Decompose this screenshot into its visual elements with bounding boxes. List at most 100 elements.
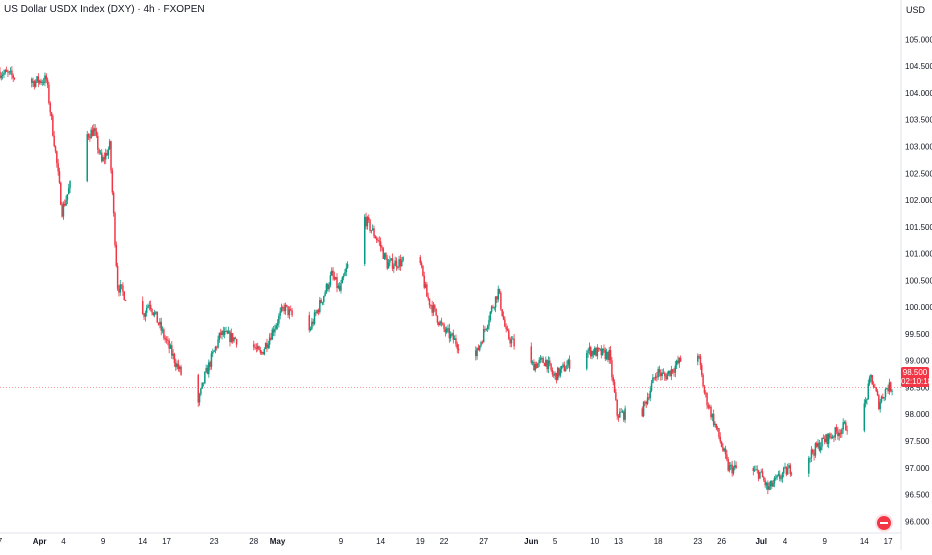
candle-body — [402, 257, 404, 261]
candle-body — [197, 374, 199, 403]
candle-body — [428, 298, 431, 306]
candle-body — [364, 216, 366, 264]
time-tick-label: 18 — [654, 537, 663, 546]
candle-body — [599, 348, 601, 350]
candle-body — [678, 357, 681, 364]
candle-body — [431, 305, 433, 313]
candle-body — [393, 265, 395, 269]
candle-body — [198, 394, 201, 403]
candle-body — [841, 429, 843, 435]
candle-body — [268, 337, 271, 345]
candle-body — [52, 116, 54, 136]
candle-body — [784, 466, 786, 468]
time-tick-label: 19 — [416, 537, 425, 546]
candle-body — [445, 328, 448, 333]
candle-body — [395, 260, 398, 268]
candle-body — [167, 340, 169, 342]
candle-body — [201, 382, 203, 389]
candle-body — [157, 322, 160, 325]
candle-body — [271, 329, 273, 340]
candle-body — [91, 129, 94, 136]
candle-body — [501, 309, 503, 316]
candle-body — [543, 363, 546, 367]
price-tick-label: 104.500 — [905, 62, 932, 71]
tradingview-logo-icon[interactable] — [877, 516, 891, 530]
candle-body — [764, 480, 766, 486]
candle-body — [623, 411, 625, 420]
candle-body — [120, 284, 123, 286]
candle-body — [667, 370, 670, 374]
candle-body — [476, 347, 478, 357]
candle-body — [607, 351, 609, 360]
time-tick-label: Apr — [33, 537, 47, 546]
candle-body — [424, 284, 427, 288]
candle-body — [387, 262, 390, 269]
candle-body — [568, 359, 571, 369]
time-tick-label: 4 — [783, 537, 788, 546]
candle-body — [118, 288, 120, 293]
candle-body — [235, 339, 238, 345]
candle-body — [148, 304, 151, 306]
candle-body — [321, 301, 324, 303]
candle-body — [484, 329, 486, 330]
price-tick-label: 96.000 — [905, 517, 930, 526]
candle-body — [883, 397, 885, 399]
candle-body — [11, 70, 13, 76]
candle-body — [432, 305, 435, 313]
candle-body — [262, 352, 264, 355]
candle-body — [775, 477, 777, 479]
candle-body — [161, 329, 164, 331]
candle-body — [260, 352, 263, 353]
price-tick-label: 101.000 — [905, 250, 932, 259]
candle-body — [641, 408, 644, 417]
candle-body — [319, 300, 321, 313]
candle-body — [613, 382, 616, 393]
candle-body — [482, 329, 485, 343]
candle-body — [547, 360, 550, 370]
candle-body — [8, 71, 11, 73]
candle-body — [490, 306, 493, 312]
candle-body — [455, 338, 457, 345]
candle-body — [397, 267, 399, 269]
price-tick-label: 102.500 — [905, 169, 932, 178]
candle-body — [666, 373, 669, 380]
candle-body — [213, 350, 215, 353]
candle-body — [114, 213, 116, 245]
candle-body — [592, 350, 595, 355]
candle-body — [309, 328, 312, 331]
candle-body — [718, 428, 720, 437]
price-tick-label: 99.500 — [905, 330, 930, 339]
candle-body — [116, 266, 119, 289]
candle-body — [219, 332, 222, 335]
candle-body — [210, 353, 213, 367]
candle-body — [845, 422, 847, 431]
candle-body — [772, 483, 774, 487]
candle-body — [715, 423, 718, 429]
candle-body — [215, 346, 218, 348]
time-tick-label: 14 — [138, 537, 147, 546]
candle-body — [874, 386, 876, 388]
candle-body — [95, 131, 98, 136]
candle-body — [65, 199, 67, 206]
candle-body — [427, 296, 429, 299]
candle-body — [730, 464, 732, 466]
candle-body — [108, 141, 111, 150]
candle-body — [61, 204, 63, 217]
candle-body — [231, 333, 234, 342]
candle-body — [597, 347, 600, 350]
candle-body — [449, 334, 452, 339]
candle-body — [817, 442, 819, 447]
candle-body — [600, 348, 603, 356]
candle-body — [617, 415, 620, 418]
candle-body — [391, 258, 394, 269]
candle-body — [379, 241, 382, 247]
candle-body — [488, 320, 490, 326]
candle-body — [882, 396, 884, 399]
candle-body — [563, 364, 566, 372]
candle-body — [559, 369, 562, 376]
candle-body — [508, 330, 510, 339]
candle-body — [313, 312, 316, 324]
candle-body — [229, 331, 231, 343]
